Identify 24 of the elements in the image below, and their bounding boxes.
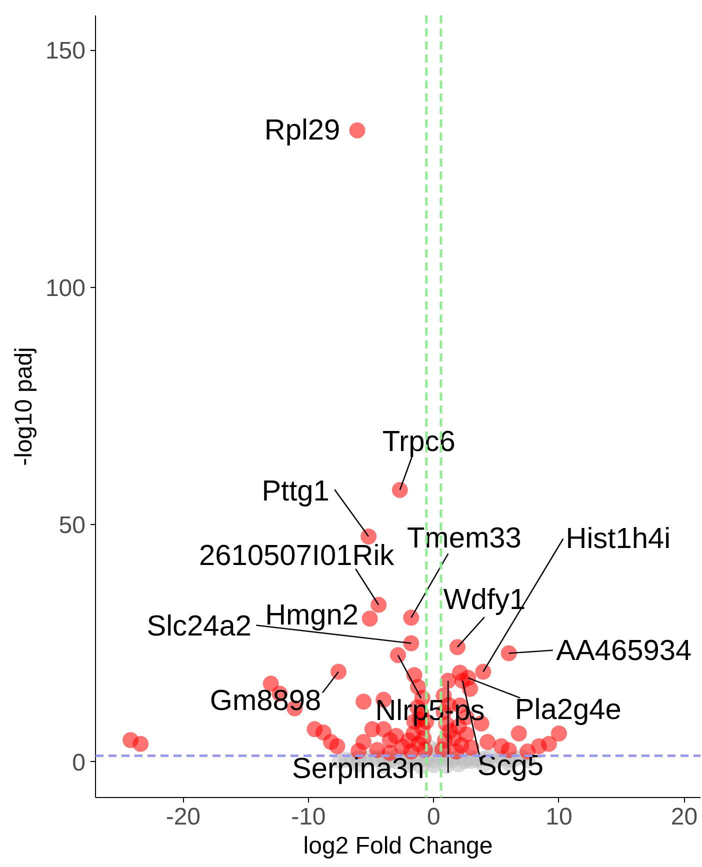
annotation: Gm8898 — [210, 684, 322, 717]
annotation: 2610507I01Rik — [199, 540, 395, 572]
y-axis-title: -log10 padj — [10, 347, 38, 466]
annotation: Wdfy1 — [443, 584, 526, 616]
x-axis-title: log2 Fold Change — [303, 832, 493, 860]
x-tick-label: 0 — [427, 804, 440, 830]
annotation: Rpl29 — [264, 114, 340, 146]
annotation: Pttg1 — [262, 476, 330, 508]
y-tick-label: 150 — [45, 38, 86, 65]
annotation: Hmgn2 — [265, 600, 359, 632]
annotation: Trpc6 — [382, 426, 456, 458]
annotation: Pla2g4e — [514, 694, 622, 726]
annotation: Hist1h4i — [566, 522, 671, 555]
x-tick-label: 20 — [670, 804, 698, 830]
x-tick-label: -10 — [291, 804, 326, 830]
annotation: Serpina3n — [292, 752, 424, 785]
x-tick-label: 10 — [546, 804, 572, 830]
x-tick-label: -20 — [166, 804, 201, 830]
annotation: Slc24a2 — [146, 610, 252, 642]
y-tick-label: 50 — [58, 512, 86, 540]
y-tick-label: 0 — [72, 749, 86, 776]
y-tick-label: 100 — [45, 274, 86, 302]
annotation: AA465934 — [556, 635, 692, 668]
annotation: Tmem33 — [406, 522, 522, 555]
